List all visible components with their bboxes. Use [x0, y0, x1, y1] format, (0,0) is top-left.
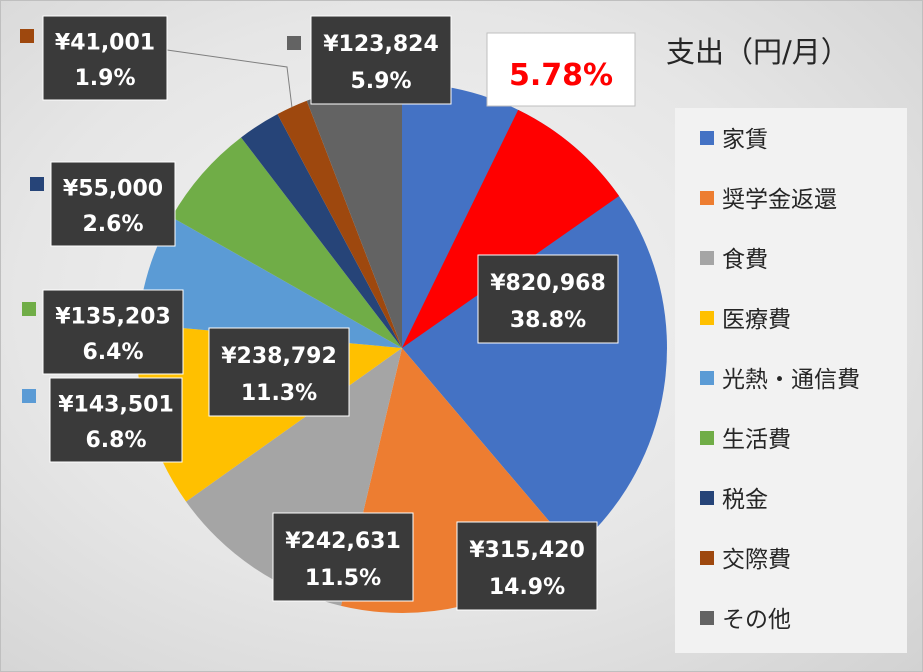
- data-label-percent: 2.6%: [82, 212, 143, 237]
- data-label-percent: 11.3%: [241, 381, 317, 406]
- legend-label: 食費: [722, 247, 768, 273]
- data-label-percent: 6.4%: [82, 340, 143, 365]
- data-label-value: ¥143,501: [58, 393, 174, 418]
- legend-label: 家賃: [722, 127, 768, 153]
- data-label-percent: 14.9%: [489, 575, 565, 600]
- data-label-percent: 38.8%: [510, 308, 586, 333]
- data-label-percent: 11.5%: [305, 566, 381, 591]
- data-label-3: ¥238,792 11.3%: [208, 327, 350, 417]
- leader-line: [166, 49, 293, 108]
- legend-item-6: 税金: [700, 487, 768, 513]
- data-label-box: [272, 512, 414, 602]
- data-label-box: [208, 327, 350, 417]
- data-label-percent: 5.9%: [350, 69, 411, 94]
- data-label-value: ¥315,420: [469, 538, 585, 563]
- pie-slice-8: [306, 83, 402, 348]
- data-label-5: ¥135,203 6.4%: [22, 289, 184, 375]
- data-label-box: [50, 161, 176, 247]
- legend-label: 交際費: [722, 547, 791, 573]
- legend-swatch: [700, 431, 714, 445]
- data-label-legend-key: [22, 302, 36, 316]
- data-label-legend-key: [30, 177, 44, 191]
- legend-swatch: [700, 251, 714, 265]
- data-label-1: ¥315,420 14.9%: [456, 521, 598, 611]
- data-label-6: ¥55,000 2.6%: [30, 161, 176, 247]
- legend-item-5: 生活費: [700, 427, 791, 453]
- legend-swatch: [700, 371, 714, 385]
- data-label-8: ¥123,824 5.9%: [287, 15, 452, 105]
- data-label-value: ¥820,968: [490, 271, 606, 296]
- legend-swatch: [700, 551, 714, 565]
- pie-slice-7: [277, 100, 402, 349]
- legend-label: 医療費: [722, 307, 791, 333]
- legend-swatch: [700, 491, 714, 505]
- chart-title: 支出（円/月）: [666, 35, 850, 69]
- data-label-legend-key: [287, 36, 301, 50]
- pie-slice-4: [138, 217, 402, 348]
- legend-label: 生活費: [722, 427, 791, 453]
- data-label-legend-key: [20, 29, 34, 43]
- data-label-0: ¥820,968 38.8%: [477, 254, 619, 344]
- data-label-percent: 6.8%: [85, 428, 146, 453]
- data-label-value: ¥41,001: [55, 31, 155, 56]
- data-label-2: ¥242,631 11.5%: [272, 512, 414, 602]
- data-label-value: ¥242,631: [285, 529, 401, 554]
- data-label-value: ¥135,203: [55, 305, 171, 330]
- callout-percent: 5.78%: [509, 58, 613, 93]
- legend-label: 税金: [722, 487, 768, 513]
- legend-label: その他: [722, 607, 791, 633]
- data-label-legend-key: [22, 389, 36, 403]
- legend-swatch: [700, 131, 714, 145]
- legend-label: 光熱・通信費: [722, 367, 860, 393]
- data-label-value: ¥123,824: [323, 32, 439, 57]
- data-label-box: [42, 289, 184, 375]
- data-label-box: [49, 377, 183, 463]
- legend-item-4: 光熱・通信費: [700, 367, 860, 393]
- legend-swatch: [700, 611, 714, 625]
- legend-swatch: [700, 311, 714, 325]
- data-label-4: ¥143,501 6.8%: [22, 377, 183, 463]
- highlight-wedge: [402, 109, 620, 348]
- legend-item-8: その他: [700, 607, 791, 633]
- legend-item-0: 家賃: [700, 127, 768, 153]
- data-label-box: [42, 15, 168, 101]
- pie-slice-6: [241, 114, 402, 348]
- data-label-value: ¥238,792: [221, 344, 337, 369]
- legend-item-7: 交際費: [700, 547, 791, 573]
- data-label-value: ¥55,000: [63, 177, 163, 202]
- data-label-box: [310, 15, 452, 105]
- data-label-percent: 1.9%: [74, 66, 135, 91]
- legend-item-2: 食費: [700, 247, 768, 273]
- pie-slice-5: [171, 137, 402, 348]
- legend-label: 奨学金返還: [722, 187, 837, 213]
- legend-swatch: [700, 191, 714, 205]
- legend-item-3: 医療費: [700, 307, 791, 333]
- data-label-box: [456, 521, 598, 611]
- data-label-7: ¥41,001 1.9%: [20, 15, 168, 101]
- legend-item-1: 奨学金返還: [700, 187, 837, 213]
- callout-box: [486, 32, 636, 107]
- data-label-box: [477, 254, 619, 344]
